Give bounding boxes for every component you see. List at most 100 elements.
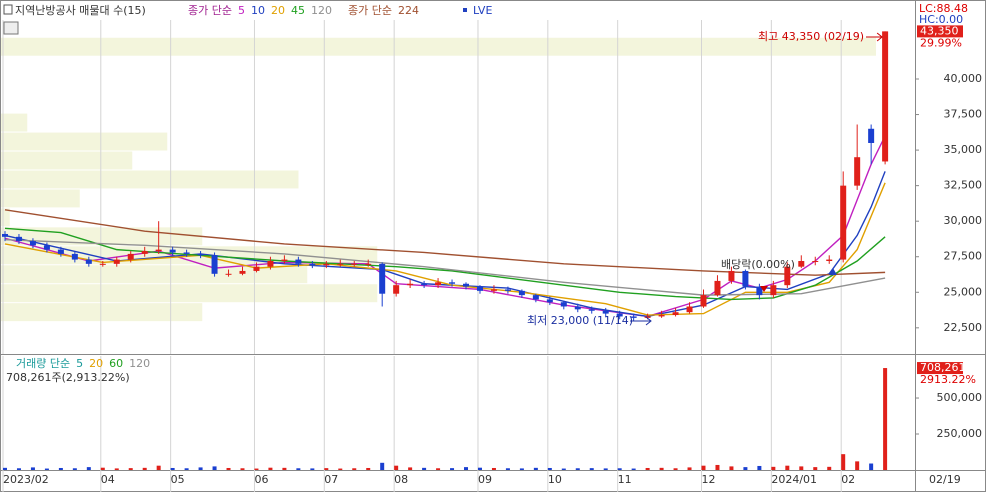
candle-body — [323, 263, 330, 266]
volume-bar — [505, 468, 510, 470]
volume-bar — [701, 465, 706, 470]
legend-item: 45 — [291, 4, 305, 17]
x-tick-label: 04 — [101, 473, 115, 486]
volume-bar — [198, 467, 203, 470]
y-tick-label: 40,000 — [944, 72, 983, 85]
candle-body — [504, 289, 511, 291]
grid-icon[interactable] — [3, 21, 19, 35]
candle-body — [407, 283, 414, 286]
volume-bar — [184, 468, 189, 470]
x-tick-label: 2023/02 — [3, 473, 49, 486]
x-tick-label: 10 — [548, 473, 562, 486]
y-tick-label: 25,000 — [944, 285, 983, 298]
candle-body — [644, 316, 651, 318]
volume-bar — [436, 468, 441, 470]
legend-item: 종가 단순 — [188, 4, 232, 17]
volume-bar — [268, 467, 273, 470]
volume-bar — [561, 468, 566, 470]
legend-item: 224 — [398, 4, 419, 17]
candle-body — [602, 310, 609, 314]
volume-bar — [464, 467, 469, 470]
candle-body — [756, 286, 763, 296]
volume-bar — [687, 467, 692, 470]
candle-body — [449, 282, 456, 284]
candle-body — [43, 245, 50, 250]
candle-body — [463, 283, 470, 287]
volume-bar — [841, 454, 846, 470]
legend-item: 60 — [109, 357, 123, 370]
signal-marker — [829, 268, 837, 275]
dividend-marker — [760, 286, 768, 292]
candle-body — [421, 283, 428, 286]
candle-body — [812, 261, 819, 263]
y-tick-label: 500,000 — [937, 391, 983, 404]
volume-bar — [645, 467, 650, 470]
volume-profile-bar — [1, 151, 133, 170]
legend-item: 20 — [89, 357, 103, 370]
volume-bar — [743, 467, 748, 470]
candle-body — [658, 315, 665, 317]
volume-bar — [533, 467, 538, 470]
candle-body — [490, 289, 497, 291]
candle-body — [99, 263, 106, 265]
volume-bar — [422, 467, 427, 470]
candle-body — [239, 270, 246, 274]
volume-bar — [799, 466, 804, 470]
candle-body — [476, 286, 483, 291]
x-tick-label: 12 — [702, 473, 716, 486]
high-annotation: 최고 43,350 (02/19) — [758, 30, 864, 43]
candle-body — [532, 295, 539, 300]
moving-average — [4, 238, 886, 296]
volume-bar — [170, 467, 175, 470]
legend-item: 5 — [76, 357, 83, 370]
y-tick-label: 250,000 — [937, 427, 983, 440]
candle-body — [113, 259, 120, 264]
volume-bar — [142, 467, 147, 470]
x-end-label: 02/19 — [929, 473, 961, 486]
last-price-label: 43,350 — [920, 24, 959, 37]
volume-bar — [352, 468, 357, 470]
candle-body — [714, 280, 721, 296]
last-price-box — [917, 25, 963, 38]
volume-bar — [617, 468, 622, 470]
volume-profile-bar — [1, 284, 378, 303]
candle-body — [183, 252, 190, 254]
volume-bar — [771, 466, 776, 470]
candle-body — [672, 312, 679, 316]
candle-body — [742, 270, 749, 287]
volume-profile-bar — [1, 170, 299, 189]
volume-bar — [44, 468, 49, 470]
x-tick-label: 05 — [171, 473, 185, 486]
last-volume-box — [917, 362, 963, 375]
volume-bar — [603, 468, 608, 470]
y-tick-label: 32,500 — [944, 179, 983, 192]
legend-swatch — [463, 8, 467, 12]
volume-bar — [785, 465, 790, 470]
volume-bar — [519, 468, 524, 470]
dividend-annotation: 배당락(0.00%) — [721, 258, 795, 271]
volume-bar — [338, 468, 343, 470]
legend-item: 20 — [271, 4, 285, 17]
volume-bar — [30, 467, 35, 470]
x-tick-label: 07 — [324, 473, 338, 486]
volume-bar — [450, 468, 455, 470]
low-annotation: 최저 23,000 (11/14) — [527, 314, 633, 327]
candle-body — [197, 253, 204, 256]
volume-bar — [408, 467, 413, 470]
y-tick-label: 27,500 — [944, 250, 983, 263]
volume-bar — [3, 467, 7, 470]
x-tick-label: 11 — [618, 473, 632, 486]
volume-profile-bar — [1, 113, 28, 132]
candle-body — [630, 316, 637, 318]
candle-body — [29, 241, 36, 246]
legend-item: LVE — [473, 4, 492, 17]
x-tick-label: 09 — [478, 473, 492, 486]
volume-bar — [156, 465, 161, 470]
candle-body — [155, 249, 162, 252]
candle-body — [882, 31, 889, 162]
y-tick-label: 35,000 — [944, 143, 983, 156]
volume-bar — [366, 467, 371, 470]
candle-body — [770, 285, 777, 296]
volume-info: 708,261주(2,913.22%) — [6, 371, 130, 384]
candle-body — [435, 282, 442, 286]
